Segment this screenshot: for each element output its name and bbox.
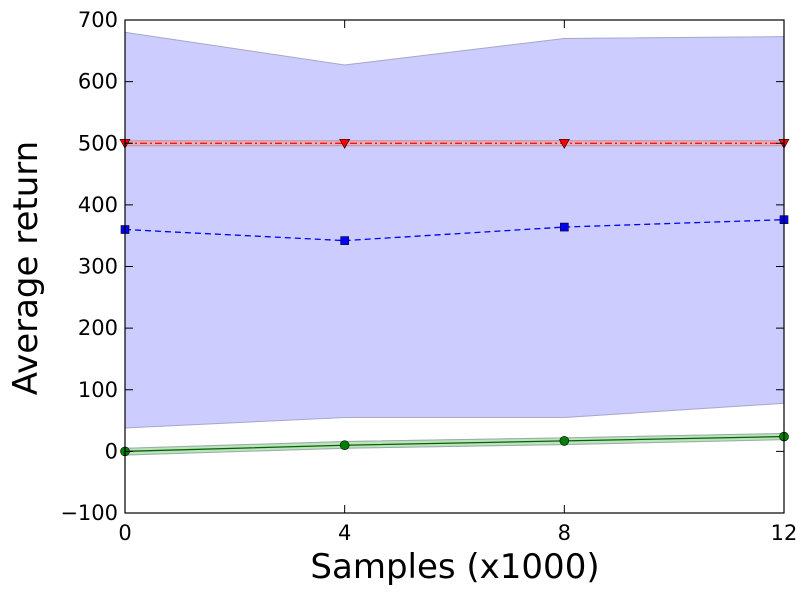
lines-layer (124, 142, 785, 453)
series-2-point-3 (558, 138, 570, 149)
y-tick-label: 0 (105, 439, 118, 463)
series-1-band-low-edge (124, 402, 785, 429)
x-axis-title: Samples (x1000) (310, 547, 599, 587)
x-tick-label: 0 (118, 521, 131, 545)
series-3-band-high-edge (124, 433, 785, 449)
series-2-point-2 (339, 138, 351, 149)
x-tick-label: 4 (338, 521, 351, 545)
series-1-band (124, 31, 785, 429)
x-tick-label: 12 (771, 521, 798, 545)
y-tick-label: 700 (78, 8, 118, 32)
series-3-point-2 (339, 440, 350, 451)
y-tick-label: 300 (78, 255, 118, 279)
y-axis-title: Average return (6, 141, 46, 395)
y-tick-label: 400 (78, 193, 118, 217)
series-1-point-2 (340, 236, 349, 245)
y-tick-label: 600 (78, 70, 118, 94)
markers-layer (119, 138, 790, 457)
bands-layer (124, 31, 785, 456)
y-tick-label: 500 (78, 131, 118, 155)
y-tick-label: 200 (78, 316, 118, 340)
series-1-band-high-edge (124, 31, 785, 66)
series-3-point-3 (559, 436, 570, 446)
series-1-point-3 (560, 222, 569, 232)
series-3-line (124, 435, 785, 453)
y-tick-label: 100 (78, 378, 118, 402)
y-tick-label: −100 (60, 501, 118, 525)
x-tick-label: 8 (558, 521, 571, 545)
series-3-band-low-edge (124, 439, 785, 456)
